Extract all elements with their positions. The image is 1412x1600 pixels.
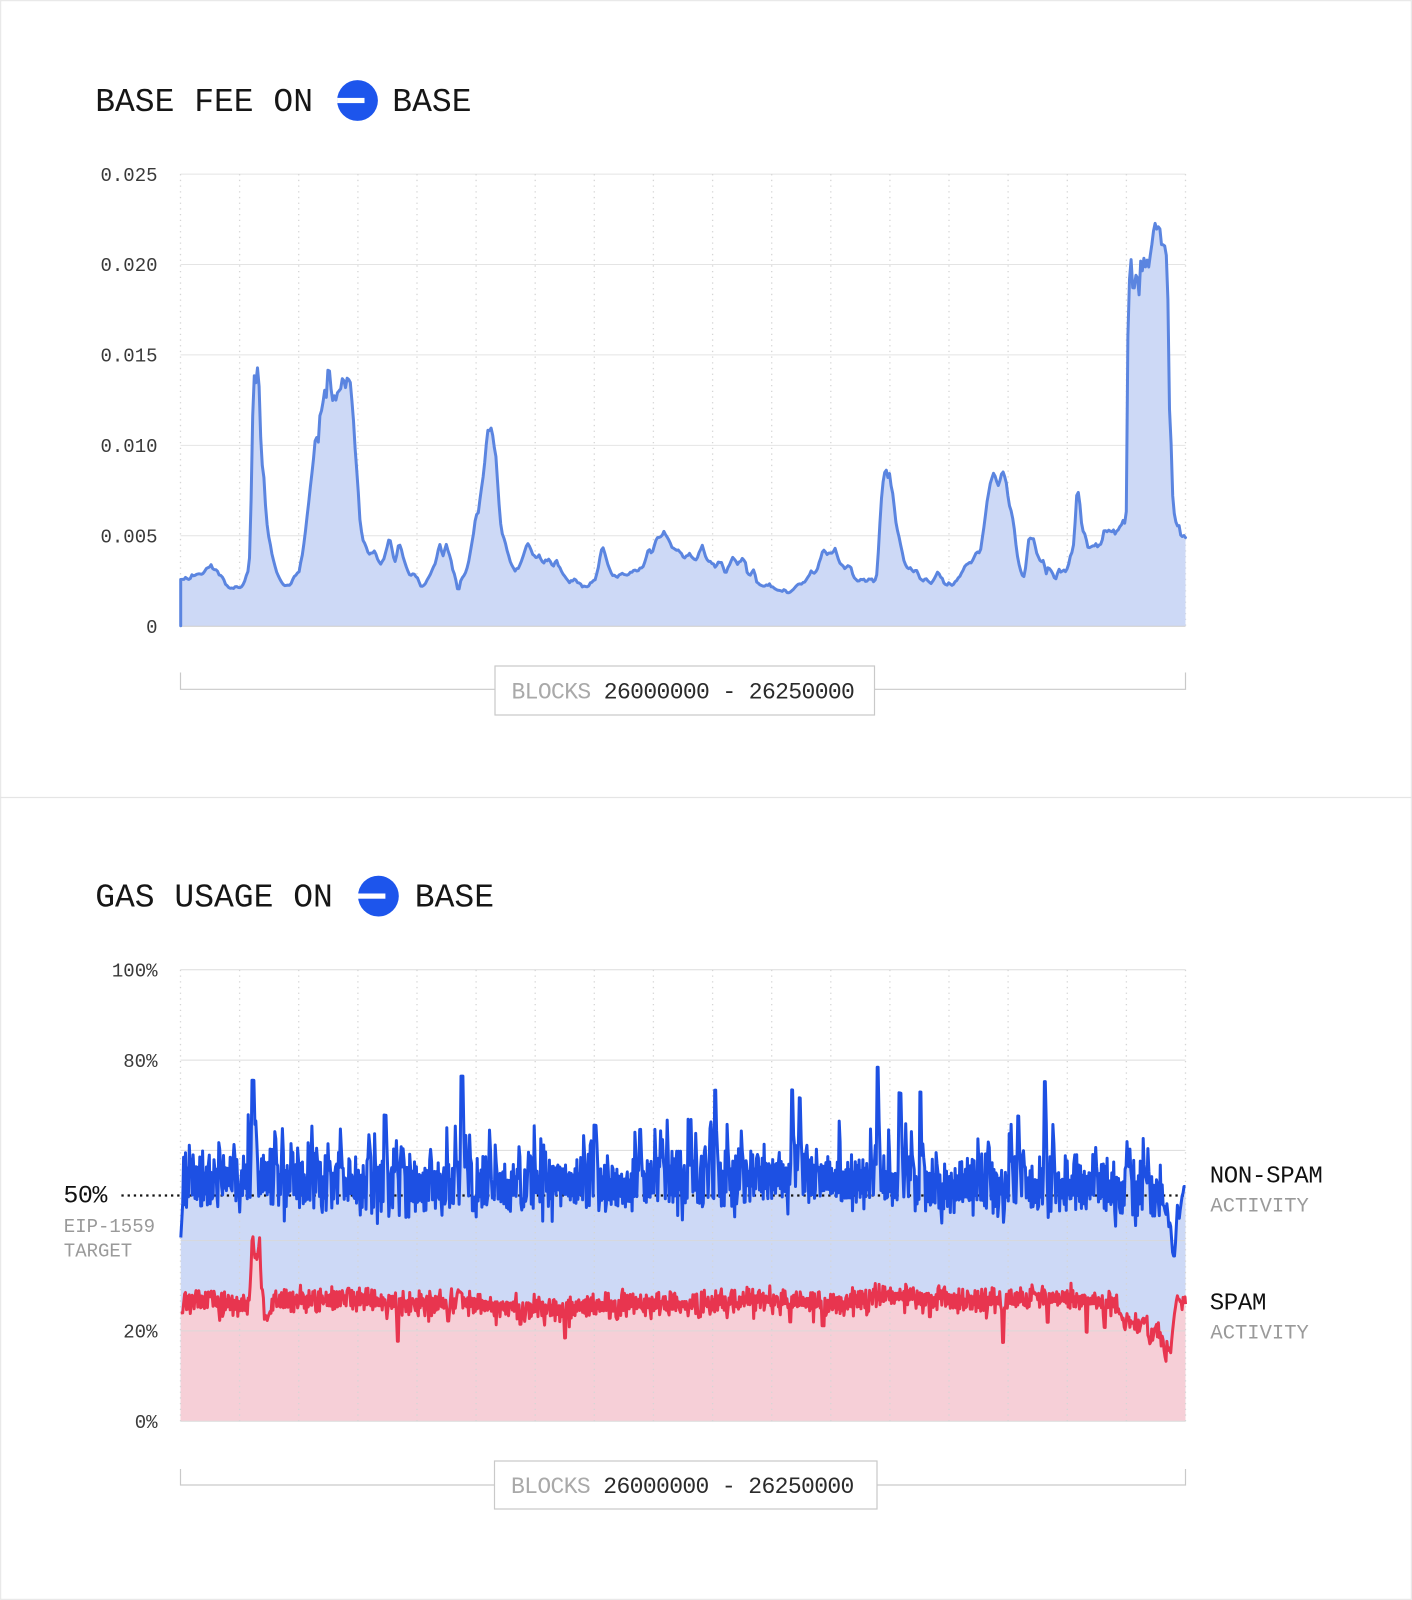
svg-text:ACTIVITY: ACTIVITY [1210, 1195, 1308, 1218]
svg-text:NON-SPAM: NON-SPAM [1210, 1163, 1323, 1190]
svg-text:GAS USAGE ON: GAS USAGE ON [95, 880, 333, 917]
svg-text:BASE FEE ON: BASE FEE ON [95, 84, 313, 121]
svg-text:0.010: 0.010 [100, 436, 157, 458]
svg-text:0.015: 0.015 [100, 346, 157, 368]
svg-text:0%: 0% [135, 1412, 158, 1434]
svg-text:20%: 20% [123, 1322, 158, 1344]
svg-text:BLOCKS 26000000 - 26250000: BLOCKS 26000000 - 26250000 [511, 1474, 854, 1500]
svg-text:100%: 100% [112, 961, 158, 983]
svg-text:SPAM: SPAM [1210, 1291, 1266, 1318]
svg-text:BASE: BASE [392, 84, 471, 121]
svg-text:0.020: 0.020 [100, 255, 157, 277]
svg-text:0.005: 0.005 [100, 527, 157, 549]
svg-text:EIP-1559: EIP-1559 [64, 1216, 155, 1238]
svg-text:0: 0 [146, 617, 157, 639]
svg-text:TARGET: TARGET [64, 1240, 132, 1262]
svg-text:BLOCKS 26000000 - 26250000: BLOCKS 26000000 - 26250000 [512, 680, 855, 706]
svg-text:BASE: BASE [415, 880, 494, 917]
svg-text:0.025: 0.025 [100, 165, 157, 187]
svg-text:ACTIVITY: ACTIVITY [1210, 1323, 1308, 1346]
svg-text:50%: 50% [63, 1181, 108, 1210]
svg-text:80%: 80% [123, 1051, 158, 1073]
